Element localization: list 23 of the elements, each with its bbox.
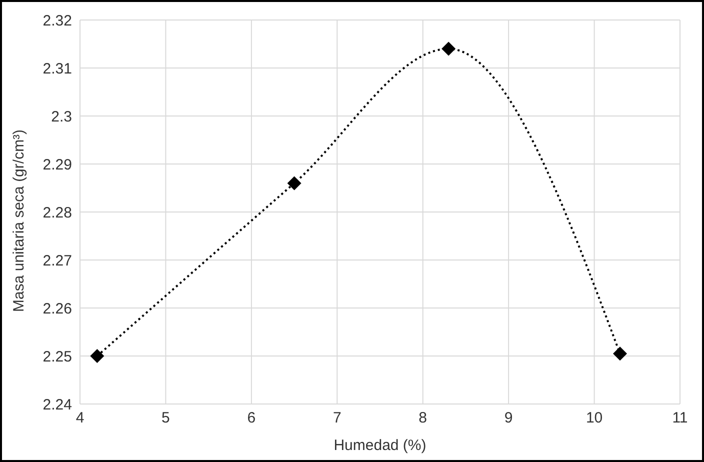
x-tick-label: 7 <box>332 410 342 427</box>
point <box>613 346 627 361</box>
y-axis-title: Masa unitaria seca (gr/cm³) <box>10 129 28 312</box>
x-tick-label: 9 <box>504 410 513 427</box>
y-tick-label: 2.26 <box>42 300 72 318</box>
x-axis-title: Humedad (%) <box>334 437 426 454</box>
y-tick-label: 2.29 <box>42 156 72 174</box>
point <box>442 42 456 56</box>
x-tick-label: 11 <box>672 410 688 427</box>
point <box>287 176 302 190</box>
y-tick-label: 2.3 <box>51 108 72 126</box>
x-tick-label: 6 <box>247 410 256 427</box>
x-tick-label: 8 <box>418 410 428 427</box>
y-tick-label: 2.25 <box>42 348 72 366</box>
y-tick-label: 2.32 <box>42 12 72 30</box>
y-tick-label: 2.27 <box>42 252 72 270</box>
point <box>90 349 104 363</box>
y-tick-label: 2.24 <box>42 396 72 414</box>
x-tick-label: 4 <box>76 410 84 427</box>
x-tick-label: 5 <box>162 410 170 427</box>
y-tick-label: 2.28 <box>42 204 72 222</box>
x-tick-label: 10 <box>586 410 603 427</box>
y-tick-label: 2.31 <box>42 60 72 78</box>
